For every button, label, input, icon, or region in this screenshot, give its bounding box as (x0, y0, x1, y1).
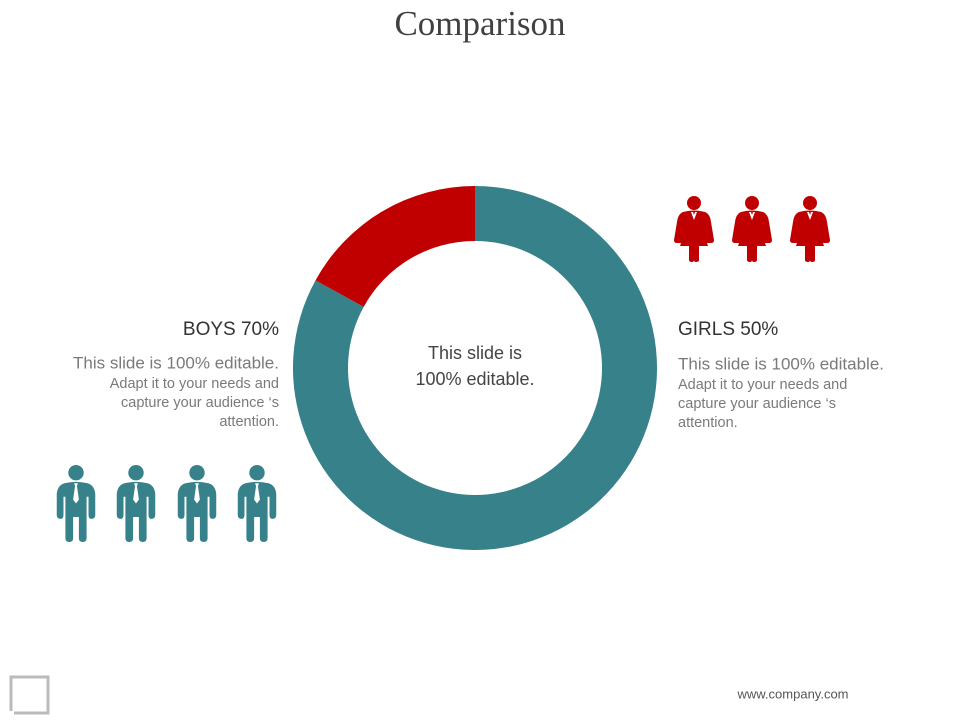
donut-segment (292, 186, 657, 550)
footer: www.company.com (736, 686, 848, 701)
girls-icons (674, 196, 830, 262)
male-icon (237, 465, 277, 542)
female-icon (732, 196, 772, 262)
girls-body: Adapt it to your needs and (678, 377, 847, 393)
girls-body: capture your audience ‘s (678, 396, 836, 412)
center-text: 100% editable. (415, 369, 534, 389)
male-icon (177, 465, 217, 542)
boys-lead: This slide is 100% editable. (73, 353, 279, 372)
boys-body: Adapt it to your needs and (110, 376, 279, 392)
female-icon (674, 196, 714, 262)
donut-chart (292, 186, 657, 550)
girls-lead: This slide is 100% editable. (678, 354, 884, 373)
corner-icon (9, 675, 50, 715)
girls-heading: GIRLS 50% (678, 319, 778, 340)
boys-heading: BOYS 70% (183, 319, 279, 340)
boys-body: attention. (219, 414, 279, 430)
girls-body: attention. (678, 415, 738, 431)
boys-icons (56, 465, 277, 542)
title: Comparison (394, 4, 565, 43)
center-text: This slide is (428, 343, 522, 363)
female-icon (790, 196, 830, 262)
boys-body: capture your audience ‘s (121, 395, 279, 411)
male-icon (116, 465, 156, 542)
male-icon (56, 465, 96, 542)
donut-segment (315, 186, 475, 307)
